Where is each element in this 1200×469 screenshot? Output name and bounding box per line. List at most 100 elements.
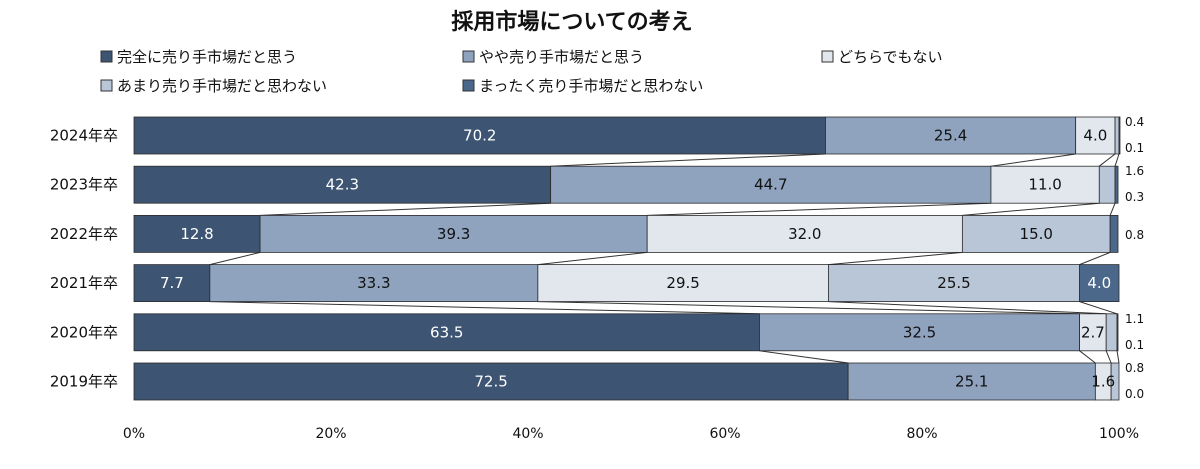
value-label-r1-s1: 70.2: [463, 127, 496, 145]
connector-line-r4-b4: [1079, 301, 1118, 315]
x-tick-label-3: 40%: [512, 426, 543, 442]
legend-swatch-1: [100, 50, 113, 63]
bar-segment-r1-s1: [133, 116, 826, 155]
category-label-4: 2021年卒: [50, 274, 118, 292]
legend-swatch-5: [462, 79, 475, 92]
connector-lines: [209, 153, 1120, 364]
bar-segment-r5-s2: [759, 313, 1080, 352]
value-label-r5-s5: 0.1: [1125, 338, 1144, 352]
value-label-r4-s1: 7.7: [160, 274, 184, 292]
value-label-r1-s2: 25.4: [934, 127, 967, 145]
bar-segment-r4-s5: [1079, 264, 1120, 303]
connector-line-r5-b3: [1105, 350, 1112, 364]
value-label-r3-s3: 32.0: [788, 225, 821, 243]
value-label-r4-s2: 33.3: [357, 274, 390, 292]
value-label-r2-s1: 42.3: [326, 176, 359, 194]
value-label-r6-s2: 25.1: [955, 373, 988, 391]
bar-segment-r1-s2: [825, 116, 1077, 155]
connector-line-r2-b1: [260, 202, 551, 216]
category-label-5: 2020年卒: [50, 323, 118, 341]
bar-segment-r3-s2: [259, 214, 648, 253]
connector-line-r3-b2: [537, 251, 648, 266]
connector-line-r1-b3: [1098, 153, 1116, 167]
bar-segment-r3-s3: [646, 214, 963, 253]
value-label-r5-s2: 32.5: [903, 323, 936, 341]
legend-swatch-3: [821, 50, 834, 63]
connector-line-r4-b1: [209, 301, 760, 315]
value-label-r4-s3: 29.5: [666, 274, 699, 292]
legend-label-2: やや売り手市場だと思う: [479, 48, 644, 66]
bar-segment-r6-s4: [1110, 362, 1120, 401]
legend-label-1: 完全に売り手市場だと思う: [117, 48, 297, 66]
bar-segment-r4-s2: [209, 264, 539, 303]
value-label-r4-s5: 4.0: [1087, 274, 1111, 292]
bar-segment-r1-s4: [1114, 116, 1120, 155]
bar-segment-r5-s4: [1105, 313, 1118, 352]
bar-segment-r6-s1: [133, 362, 849, 401]
value-label-r5-s3: 2.7: [1081, 323, 1105, 341]
value-label-r1-s5: 0.1: [1125, 141, 1144, 155]
value-label-r2-s2: 44.7: [754, 176, 787, 194]
value-label-r4-s4: 25.5: [937, 274, 970, 292]
connector-line-r2-b4: [1109, 203, 1116, 216]
bar-segment-r3-s5: [1109, 214, 1119, 253]
category-label-1: 2024年卒: [50, 127, 118, 145]
bar-segment-r4-s3: [537, 264, 829, 303]
x-tick-label-5: 80%: [906, 426, 937, 442]
value-label-r5-s1: 63.5: [430, 323, 463, 341]
bar-segment-r5-s5: [1116, 313, 1119, 352]
chart-title: 採用市場についての考え: [451, 9, 692, 35]
bar-segment-r2-s3: [990, 165, 1100, 204]
connector-line-r2-b2: [647, 202, 991, 216]
value-label-r3-s4: 15.0: [1020, 225, 1053, 243]
value-label-r3-s2: 39.3: [437, 225, 470, 243]
bar-segment-r5-s3: [1079, 313, 1107, 352]
bar-segment-r5-s1: [133, 313, 760, 352]
bar-segment-r6-s2: [847, 362, 1096, 401]
value-label-r1-s3: 4.0: [1083, 127, 1107, 145]
value-label-r3-s1: 12.8: [180, 225, 213, 243]
bar-segment-r2-s4: [1098, 165, 1116, 204]
connector-line-r5-b4: [1116, 350, 1120, 364]
connector-line-r4-b3: [828, 301, 1107, 315]
connector-line-r3-b3: [828, 251, 963, 266]
value-label-r3-s5: 0.8: [1125, 228, 1144, 242]
connector-line-r1-b1: [550, 153, 826, 167]
connector-line-r3-b1: [209, 251, 261, 266]
legend-label-4: あまり売り手市場だと思わない: [117, 77, 327, 95]
value-labels: 70.2 25.4 4.0 0.4 0.1 42.3 44.7 11.0 1.6 0.3 12.8 3…: [160, 115, 1144, 401]
value-label-r6-s5: 0.0: [1125, 387, 1144, 401]
bar-segment-r4-s4: [828, 264, 1080, 303]
bars: [133, 116, 1121, 401]
category-label-3: 2022年卒: [50, 225, 118, 243]
x-axis-ticks: 0% 20% 40% 60% 80% 100%: [123, 426, 1139, 442]
connector-line-r1-b4: [1114, 153, 1120, 167]
connector-line-r5-b2: [1079, 350, 1096, 364]
bar-segment-r4-s1: [133, 264, 211, 303]
category-labels: 2024年卒 2023年卒 2022年卒 2021年卒 2020年卒 2019年卒: [50, 127, 118, 391]
category-label-6: 2019年卒: [50, 373, 118, 391]
value-label-r6-s3: 1.6: [1091, 373, 1115, 391]
legend-label-5: まったく売り手市場だと思わない: [479, 77, 703, 95]
connector-line-r4-b2: [537, 301, 1080, 315]
legend-swatch-4: [100, 79, 113, 92]
bar-segment-r1-s5: [1118, 116, 1121, 155]
x-tick-label-4: 60%: [709, 426, 740, 442]
connector-line-r5-b1: [759, 350, 849, 364]
bar-segment-r3-s4: [961, 214, 1111, 253]
value-label-r2-s4: 1.6: [1125, 164, 1144, 178]
category-label-2: 2023年卒: [50, 176, 118, 194]
value-label-r6-s4: 0.8: [1125, 361, 1144, 375]
value-label-r5-s4: 1.1: [1125, 312, 1144, 326]
value-label-r2-s3: 11.0: [1028, 176, 1061, 194]
bar-segment-r1-s3: [1075, 116, 1116, 155]
value-label-r2-s5: 0.3: [1125, 190, 1144, 204]
value-label-r6-s1: 72.5: [474, 373, 507, 391]
connector-line-r2-b3: [962, 202, 1100, 216]
legend: 完全に売り手市場だと思う やや売り手市場だと思う どちらでもないあまり売り手市場だと…: [100, 48, 943, 95]
bar-segment-r2-s5: [1114, 165, 1119, 204]
legend-swatch-2: [462, 50, 475, 63]
x-tick-label-6: 100%: [1099, 426, 1139, 442]
